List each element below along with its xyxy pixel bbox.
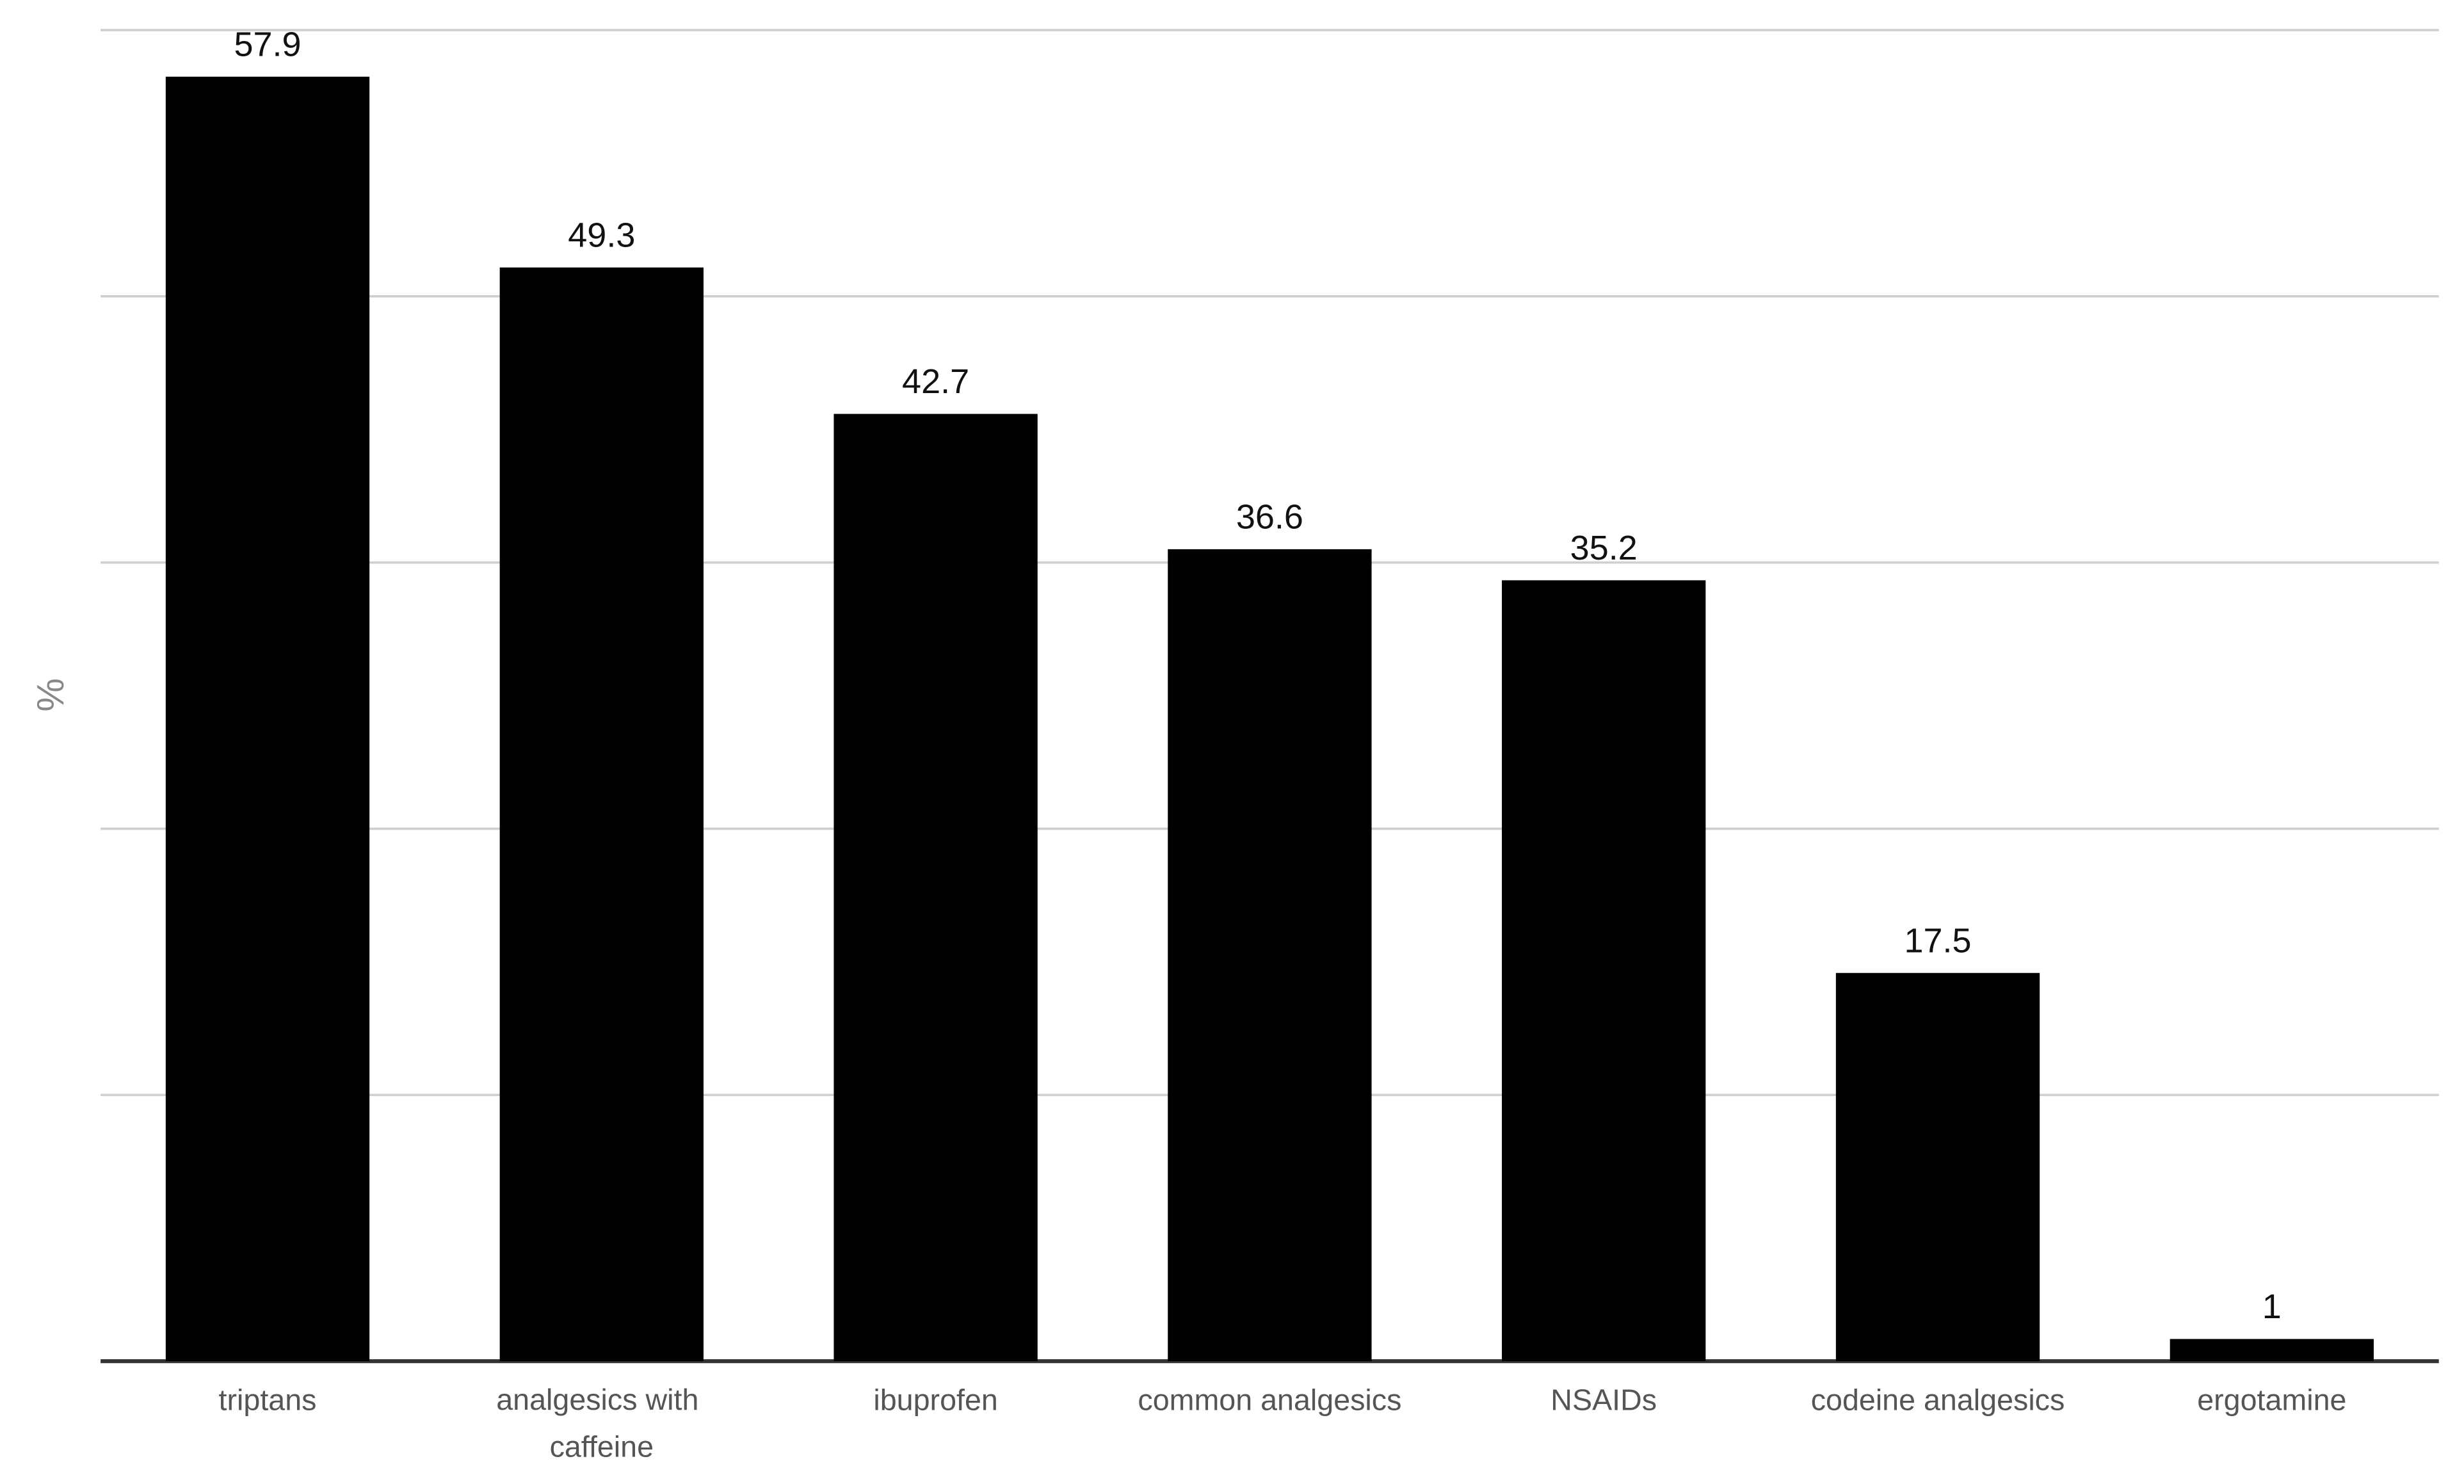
value-label: 42.7 [902, 362, 969, 401]
bar [1502, 580, 1706, 1362]
bar [1835, 972, 2040, 1362]
value-label: 35.2 [1570, 529, 1638, 567]
x-tick-label: analgesics with caffeine [496, 1383, 707, 1464]
x-tick-label: ibuprofen [873, 1383, 997, 1416]
x-tick-label: NSAIDs [1550, 1383, 1657, 1416]
y-axis-label: % [30, 678, 72, 711]
value-label: 1 [2262, 1287, 2282, 1326]
bar [499, 267, 704, 1362]
bar [2170, 1339, 2374, 1362]
bar [833, 414, 1038, 1362]
value-label: 49.3 [568, 216, 635, 254]
x-tick-label: triptans [219, 1383, 317, 1416]
bar [1168, 549, 1372, 1362]
x-tick-label: codeine analgesics [1811, 1383, 2065, 1416]
x-tick-label: ergotamine [2197, 1383, 2346, 1416]
value-label: 17.5 [1904, 921, 1971, 960]
x-tick-label: common analgesics [1138, 1383, 1401, 1416]
value-label: 36.6 [1236, 498, 1303, 536]
bar [165, 76, 370, 1362]
value-label: 57.9 [234, 25, 301, 63]
